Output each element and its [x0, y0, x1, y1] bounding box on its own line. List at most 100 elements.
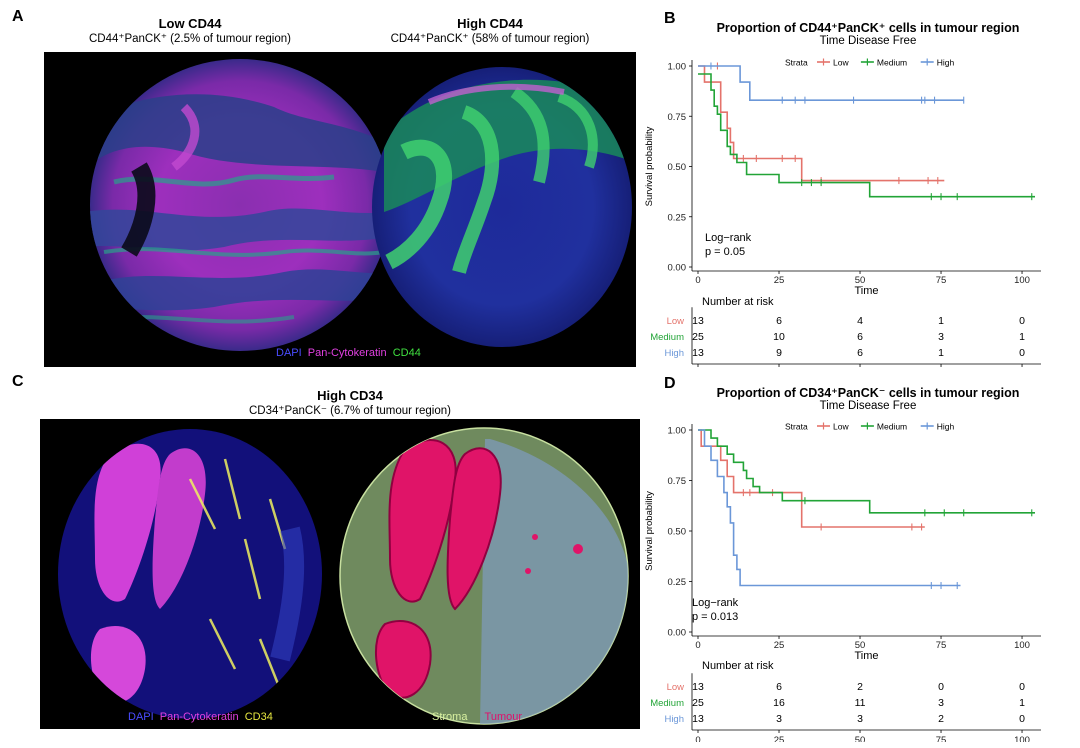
cd34-microscopy-image — [40, 419, 640, 729]
km-plot-d-heading: Proportion of CD34⁺PanCK⁻ cells in tumou… — [690, 385, 1046, 412]
legend-cd44: CD44 — [392, 347, 421, 359]
legend-dapi-c: DAPI — [128, 711, 154, 723]
km-curve-medium — [698, 73, 1035, 198]
low-cd44-heading: Low CD44 CD44⁺PanCK⁺ (2.5% of tumour reg… — [65, 16, 315, 45]
risk-count: 11 — [855, 697, 866, 709]
legend-label-low: Low — [833, 58, 849, 68]
high-cd44-title: High CD44 — [457, 16, 523, 31]
km-plot-b-heading: Proportion of CD44⁺PanCK⁺ cells in tumou… — [690, 20, 1046, 47]
risk-count: 13 — [692, 713, 704, 725]
legend-pan-cytokeratin-c: Pan-Cytokeratin — [159, 711, 239, 723]
km-b-title: Proportion of CD44⁺PanCK⁺ cells in tumou… — [716, 21, 1020, 35]
x-tick-label: 75 — [936, 640, 947, 651]
risk-row-label-medium: Medium — [650, 332, 684, 343]
x-tick-label: 75 — [936, 275, 947, 286]
risk-row-label-medium: Medium — [650, 698, 684, 709]
risk-table-title: Number at risk — [702, 660, 774, 672]
km-curve-low — [698, 429, 925, 528]
risk-count: 6 — [857, 347, 863, 359]
km-plot-b: 0.000.250.500.751.000 25 50 75 100TimeSurviv… — [644, 58, 1041, 367]
high-cd34-heading: High CD34 CD34⁺PanCK⁻ (6.7% of tumour re… — [215, 388, 485, 417]
risk-count: 1 — [938, 347, 944, 359]
legend-cd34: CD34 — [244, 711, 273, 723]
log-rank-label: Log−rank — [692, 597, 739, 609]
x-tick-label: 0 — [695, 640, 700, 651]
y-tick-label: 0.25 — [668, 577, 687, 588]
risk-row-label-high: High — [664, 348, 684, 359]
km-curve-low — [698, 65, 945, 182]
legend-label-medium: Medium — [877, 58, 907, 68]
x-tick-label: 0 — [695, 275, 700, 286]
risk-count: 16 — [773, 697, 785, 709]
log-rank-label: Log−rank — [705, 232, 752, 244]
risk-row-label-high: High — [664, 714, 684, 725]
risk-count: 4 — [857, 315, 863, 327]
cd34-stain-legend: DAPI Pan-Cytokeratin CD34 — [128, 711, 273, 723]
legend-dapi: DAPI — [276, 347, 302, 359]
risk-x-tick-label: 50 — [855, 735, 866, 742]
km-d-title: Proportion of CD34⁺PanCK⁻ cells in tumou… — [716, 386, 1020, 400]
x-tick-label: 25 — [774, 640, 785, 651]
legend-label-medium: Medium — [877, 422, 907, 432]
x-tick-label: 100 — [1014, 640, 1030, 651]
panel-label-b: B — [664, 10, 676, 27]
legend-title: Strata — [785, 58, 808, 68]
legend-stroma: Stroma — [432, 711, 468, 723]
risk-count: 1 — [1019, 331, 1025, 343]
y-tick-label: 0.00 — [668, 263, 687, 274]
x-axis-label: Time — [854, 650, 878, 662]
risk-x-tick-label: 75 — [936, 735, 947, 742]
legend-label-high: High — [937, 422, 955, 432]
high-cd34-title: High CD34 — [317, 388, 383, 403]
x-tick-label: 50 — [855, 275, 866, 286]
risk-count: 3 — [776, 713, 782, 725]
segmentation-legend: Stroma Tumour — [432, 711, 522, 723]
y-tick-label: 0.50 — [668, 162, 687, 173]
risk-count: 0 — [1019, 315, 1025, 327]
y-tick-label: 0.75 — [668, 112, 687, 123]
low-cd44-title: Low CD44 — [158, 16, 222, 31]
risk-count: 10 — [773, 331, 785, 343]
risk-x-tick-label: 0 — [695, 735, 700, 742]
risk-count: 3 — [938, 697, 944, 709]
cd44-microscopy-image — [44, 52, 636, 367]
risk-count: 13 — [692, 347, 704, 359]
y-tick-label: 1.00 — [668, 426, 687, 437]
risk-count: 25 — [692, 697, 704, 709]
km-b-subtitle: Time Disease Free — [819, 35, 917, 47]
risk-count: 3 — [857, 713, 863, 725]
panel-label-d: D — [664, 375, 676, 392]
risk-count: 13 — [692, 681, 704, 693]
x-tick-label: 100 — [1014, 275, 1030, 286]
high-cd44-heading: High CD44 CD44⁺PanCK⁺ (58% of tumour reg… — [365, 16, 615, 45]
risk-count: 3 — [938, 331, 944, 343]
risk-table-title: Number at risk — [702, 296, 774, 308]
panel-label-a: A — [12, 8, 24, 25]
high-cd34-subtitle: CD34⁺PanCK⁻ (6.7% of tumour region) — [249, 405, 451, 417]
x-tick-label: 50 — [855, 640, 866, 651]
high-cd44-subtitle: CD44⁺PanCK⁺ (58% of tumour region) — [390, 33, 590, 45]
risk-count: 0 — [1019, 713, 1025, 725]
risk-x-tick-label: 25 — [774, 735, 785, 742]
y-axis-label: Survival probability — [644, 126, 655, 206]
risk-count: 25 — [692, 331, 704, 343]
legend-title: Strata — [785, 422, 808, 432]
y-tick-label: 0.50 — [668, 527, 687, 538]
risk-row-label-low: Low — [667, 316, 685, 327]
km-d-subtitle: Time Disease Free — [819, 400, 917, 412]
legend-label-high: High — [937, 58, 955, 68]
risk-count: 1 — [938, 315, 944, 327]
risk-row-label-low: Low — [667, 682, 685, 693]
low-cd44-subtitle: CD44⁺PanCK⁺ (2.5% of tumour region) — [89, 33, 291, 45]
risk-count: 13 — [692, 315, 704, 327]
legend-pan-cytokeratin: Pan-Cytokeratin — [307, 347, 387, 359]
legend-tumour: Tumour — [484, 711, 523, 723]
km-curve-high — [698, 429, 961, 587]
risk-count: 0 — [1019, 347, 1025, 359]
risk-count: 1 — [1019, 697, 1025, 709]
y-tick-label: 0.25 — [668, 212, 687, 223]
risk-count: 2 — [857, 681, 863, 693]
p-value-label: p = 0.05 — [705, 246, 745, 258]
risk-count: 0 — [1019, 681, 1025, 693]
risk-count: 6 — [857, 331, 863, 343]
